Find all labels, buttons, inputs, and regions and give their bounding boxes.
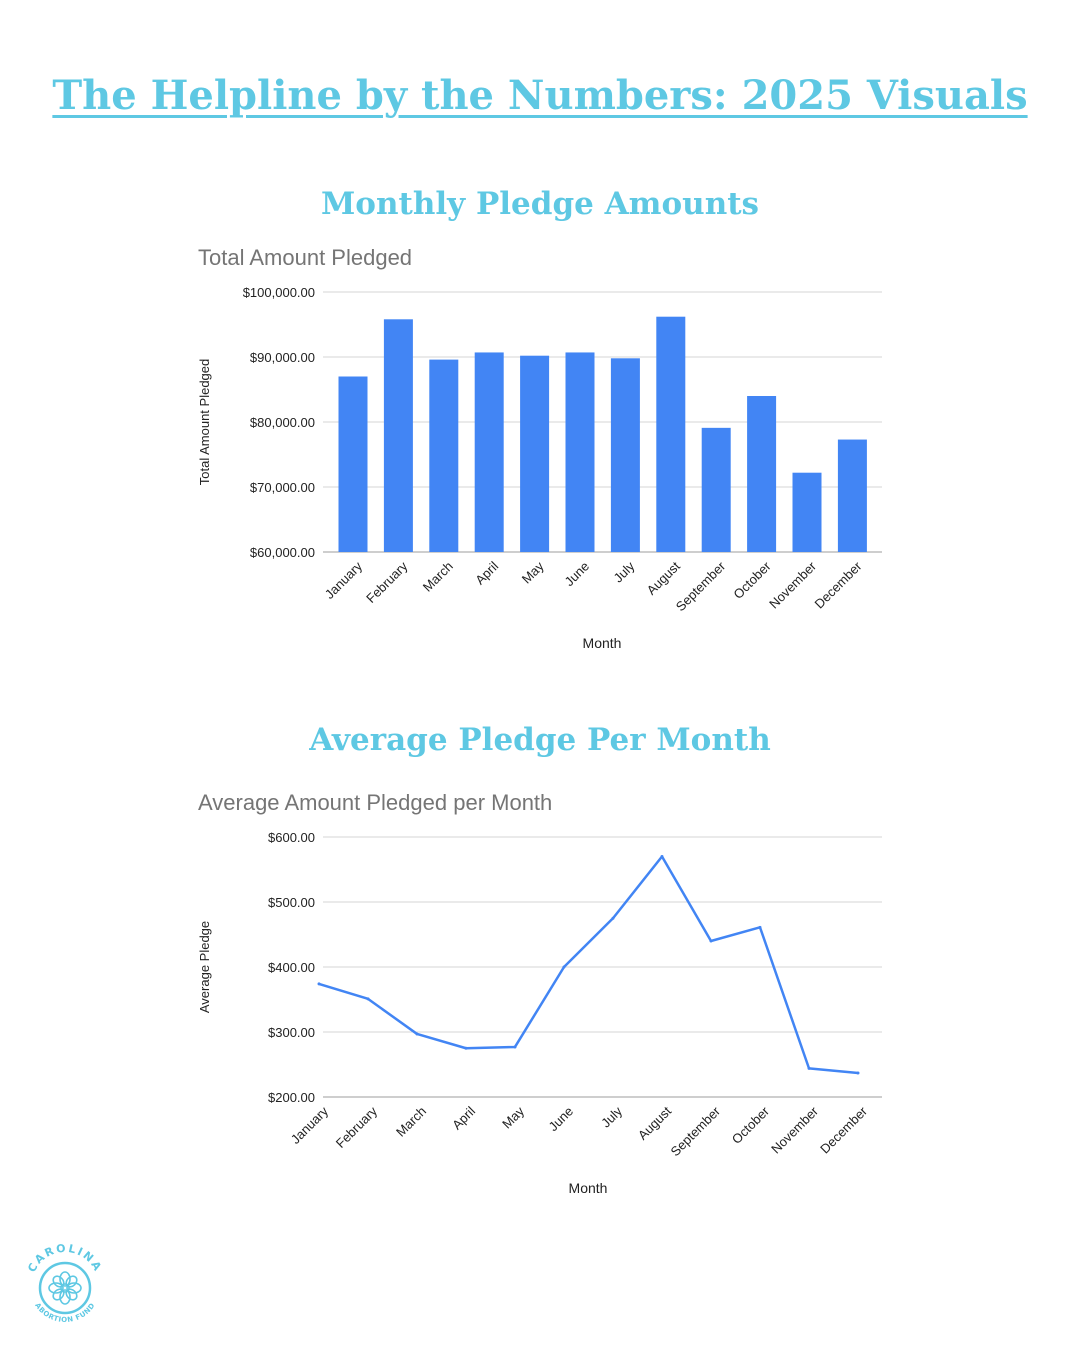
point-march [415, 1032, 419, 1036]
x-tick-label: January [288, 1103, 332, 1147]
x-tick-label: April [449, 1103, 478, 1132]
bar-october [747, 396, 777, 552]
point-october [758, 925, 762, 929]
carolina-abortion-fund-logo: CAROLINA ABORTION FUND [25, 1242, 105, 1324]
y-axis-label: Total Amount Pledged [197, 359, 212, 485]
bar-april [474, 352, 504, 552]
point-december [856, 1071, 860, 1075]
x-tick-label: August [635, 1103, 674, 1142]
bar-june [565, 352, 595, 552]
y-tick-label: $600.00 [268, 830, 315, 845]
x-axis-label: Month [583, 635, 622, 651]
section-title-average-pledge: Average Pledge Per Month [309, 722, 771, 758]
x-tick-label: July [598, 1103, 625, 1130]
x-tick-label: May [499, 1103, 527, 1131]
bar-august [656, 316, 686, 552]
y-tick-label: $90,000.00 [250, 350, 315, 365]
series-line [318, 855, 859, 1075]
y-tick-label: $60,000.00 [250, 545, 315, 560]
x-tick-label: April [472, 558, 501, 587]
point-august [660, 855, 664, 858]
x-tick-label: October [730, 558, 774, 602]
section-title-monthly-pledge: Monthly Pledge Amounts [320, 186, 760, 222]
svg-text:CAROLINA: CAROLINA [25, 1242, 105, 1275]
x-tick-label: March [420, 559, 456, 595]
x-tick-label: September [673, 558, 729, 614]
x-tick-label: February [363, 558, 411, 606]
y-tick-label: $70,000.00 [250, 480, 315, 495]
bar-july [610, 358, 640, 552]
x-axis-label: Month [569, 1180, 608, 1196]
line-chart: Average Amount Pledged per Month Average … [197, 790, 882, 1196]
flower-icon [48, 1271, 82, 1305]
bar-november [792, 472, 822, 552]
x-tick-label: May [519, 558, 547, 586]
point-september [709, 939, 713, 943]
bar-may [520, 355, 550, 552]
point-july [611, 916, 615, 920]
point-june [562, 965, 566, 969]
x-tick-label: December [812, 558, 865, 611]
x-tick-label: June [546, 1104, 577, 1135]
y-tick-label: $200.00 [268, 1090, 315, 1105]
y-axis-label: Average Pledge [197, 921, 212, 1013]
x-tick-label: December [817, 1103, 870, 1156]
x-tick-label: August [644, 558, 683, 597]
page-title: The Helpline by the Numbers: 2025 Visual… [52, 72, 1028, 119]
bar-march [429, 359, 459, 552]
x-tick-label: October [729, 1103, 773, 1147]
bar-september [701, 427, 731, 552]
bar-january [338, 376, 368, 552]
bar-december [837, 439, 867, 552]
point-january [317, 982, 321, 986]
y-tick-label: $400.00 [268, 960, 315, 975]
x-tick-label: July [611, 558, 638, 585]
bar-february [383, 319, 413, 552]
y-tick-label: $300.00 [268, 1025, 315, 1040]
point-november [807, 1066, 811, 1070]
x-tick-label: September [668, 1103, 724, 1159]
y-tick-label: $80,000.00 [250, 415, 315, 430]
x-tick-label: November [766, 558, 819, 611]
bar-chart: Total Amount Pledged Total Amount Pledged… [197, 245, 882, 651]
x-tick-label: March [393, 1104, 429, 1140]
point-february [366, 997, 370, 1001]
y-tick-label: $500.00 [268, 895, 315, 910]
x-tick-label: January [322, 558, 366, 602]
x-tick-label: June [562, 559, 593, 590]
x-tick-label: November [768, 1103, 821, 1156]
x-tick-label: February [333, 1103, 381, 1151]
point-may [513, 1045, 517, 1049]
chart-title: Average Amount Pledged per Month [198, 790, 552, 815]
point-april [464, 1046, 468, 1050]
chart-title: Total Amount Pledged [198, 245, 412, 270]
logo-text-top: CAROLINA [25, 1242, 103, 1275]
y-tick-label: $100,000.00 [243, 285, 315, 300]
